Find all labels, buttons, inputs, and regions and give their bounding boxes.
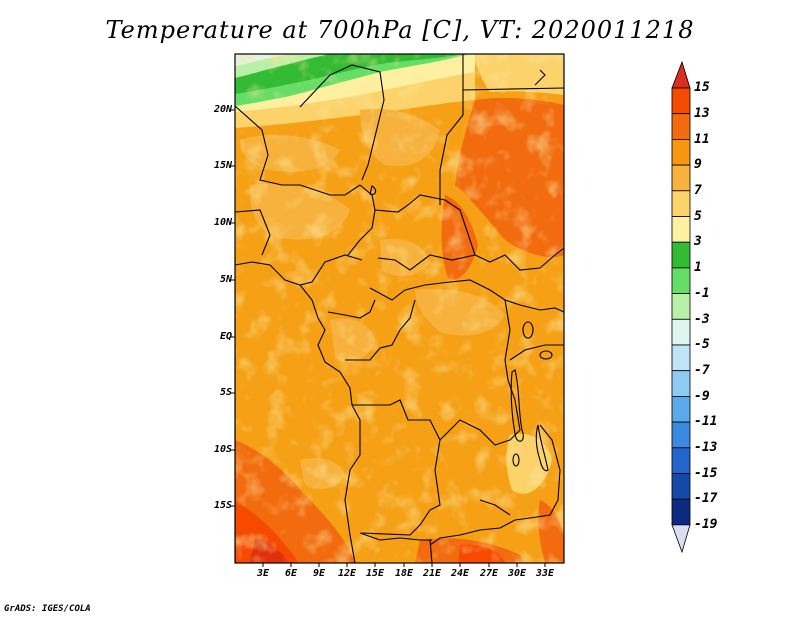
colorbar-label: -9 xyxy=(694,389,710,404)
lat-label: 10N xyxy=(213,217,232,228)
colorbar-label: -13 xyxy=(694,440,718,455)
lon-label: 24E xyxy=(450,568,470,579)
colorbar-segment xyxy=(671,241,691,269)
lon-label: 6E xyxy=(284,568,298,579)
colorbar-segment xyxy=(671,164,691,192)
lat-label: EQ xyxy=(219,331,232,342)
colorbar-segment xyxy=(671,370,691,397)
colorbar-segment xyxy=(671,138,691,166)
colorbar-label: 7 xyxy=(694,183,702,198)
colorbar-label: -7 xyxy=(694,363,710,378)
colorbar-label: 11 xyxy=(694,132,710,147)
colorbar-segment xyxy=(671,395,691,423)
colorbar-label: -11 xyxy=(694,414,718,429)
colorbar-segment xyxy=(671,87,691,115)
colorbar-label: 13 xyxy=(694,106,710,121)
lat-label: 20N xyxy=(213,104,232,115)
colorbar-label: -3 xyxy=(694,312,710,327)
colorbar-label: 3 xyxy=(694,234,702,249)
footer-credit: GrADS: IGES/COLA xyxy=(4,604,91,614)
colorbar-segment xyxy=(671,293,691,320)
lon-label: 30E xyxy=(507,568,527,579)
colorbar-segment xyxy=(671,421,691,449)
colorbar-label: 9 xyxy=(694,157,702,172)
colorbar-segment xyxy=(671,113,691,140)
chart-title: Temperature at 700hPa [C], VT: 202001121… xyxy=(105,16,695,44)
colorbar-label: -5 xyxy=(694,337,710,352)
lon-label: 15E xyxy=(365,568,385,579)
colorbar-label: 15 xyxy=(694,80,710,95)
lat-label: 5S xyxy=(219,387,232,398)
lon-label: 21E xyxy=(422,568,442,579)
colorbar-segment xyxy=(671,190,691,217)
lon-label: 33E xyxy=(535,568,555,579)
colorbar-segment xyxy=(671,473,691,500)
map-frame xyxy=(234,53,565,564)
temperature-fill xyxy=(235,54,564,563)
colorbar-label: -15 xyxy=(694,466,718,481)
lat-label: 5N xyxy=(219,274,232,285)
lon-label: 18E xyxy=(394,568,414,579)
lon-label: 27E xyxy=(479,568,499,579)
colorbar-segment xyxy=(671,216,691,243)
colorbar xyxy=(671,60,691,554)
lon-label: 3E xyxy=(256,568,270,579)
colorbar-label: -17 xyxy=(694,491,718,506)
colorbar-segment xyxy=(671,318,691,346)
colorbar-segment xyxy=(671,498,691,526)
colorbar-label: -1 xyxy=(694,286,710,301)
colorbar-segment xyxy=(671,447,691,474)
colorbar-label: 1 xyxy=(694,260,702,275)
lon-label: 12E xyxy=(337,568,357,579)
colorbar-label: -19 xyxy=(694,517,718,532)
lat-label: 15N xyxy=(213,160,232,171)
lon-label: 9E xyxy=(312,568,326,579)
colorbar-top-triangle xyxy=(671,60,691,89)
colorbar-segment xyxy=(671,344,691,372)
colorbar-bottom-triangle xyxy=(671,524,691,554)
lat-label: 15S xyxy=(213,500,232,511)
colorbar-segment xyxy=(671,267,691,294)
lat-label: 10S xyxy=(213,444,232,455)
colorbar-label: 5 xyxy=(694,209,702,224)
